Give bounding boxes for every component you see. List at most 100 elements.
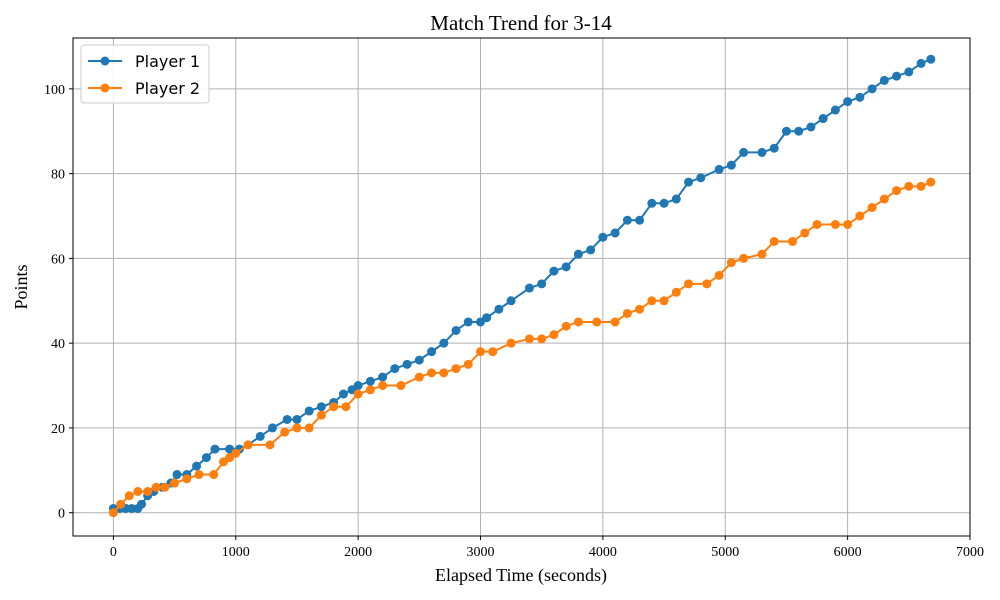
data-point xyxy=(879,75,889,85)
data-point xyxy=(365,376,375,386)
data-point xyxy=(255,431,265,441)
legend-item: Player 2 xyxy=(88,79,200,98)
data-point xyxy=(170,478,180,488)
data-point xyxy=(702,279,712,289)
data-point xyxy=(879,194,889,204)
data-point xyxy=(635,304,645,314)
x-tick-label: 6000 xyxy=(834,545,862,560)
data-point xyxy=(537,279,547,289)
series-2 xyxy=(108,177,936,518)
data-point xyxy=(916,58,926,68)
legend-label: Player 2 xyxy=(135,79,200,98)
x-tick-label: 1000 xyxy=(222,545,250,560)
data-point xyxy=(867,84,877,94)
data-point xyxy=(210,444,220,454)
data-point xyxy=(622,308,632,318)
x-tick-label: 7000 xyxy=(956,545,984,560)
data-point xyxy=(592,317,602,327)
x-tick-label: 2000 xyxy=(344,545,372,560)
data-point xyxy=(414,355,424,365)
data-point xyxy=(338,389,348,399)
data-point xyxy=(143,486,153,496)
data-point xyxy=(209,470,219,480)
data-point xyxy=(524,283,534,293)
chart-title: Match Trend for 3-14 xyxy=(430,11,612,35)
y-tick-label: 80 xyxy=(51,168,65,183)
data-point xyxy=(573,249,583,259)
y-tick-label: 60 xyxy=(51,252,65,267)
data-point xyxy=(282,414,292,424)
data-point xyxy=(714,270,724,280)
legend-item: Player 1 xyxy=(88,52,200,71)
data-point xyxy=(494,304,504,314)
data-point xyxy=(488,347,498,357)
data-point xyxy=(573,317,583,327)
data-point xyxy=(671,287,681,297)
legend-swatch-marker xyxy=(100,56,110,66)
data-point xyxy=(108,508,118,518)
data-point xyxy=(365,385,375,395)
data-point xyxy=(329,402,339,412)
data-point xyxy=(537,334,547,344)
data-point xyxy=(622,215,632,225)
data-point xyxy=(133,486,143,496)
data-point xyxy=(800,228,810,238)
x-tick-label: 4000 xyxy=(589,545,617,560)
data-point xyxy=(726,160,736,170)
data-point xyxy=(855,211,865,221)
data-point xyxy=(151,482,161,492)
data-point xyxy=(684,177,694,187)
data-point xyxy=(781,126,791,136)
data-point xyxy=(610,228,620,238)
data-point xyxy=(476,347,486,357)
data-point xyxy=(806,122,816,132)
x-tick-label: 3000 xyxy=(467,545,495,560)
data-point xyxy=(610,317,620,327)
data-point xyxy=(769,143,779,153)
data-point xyxy=(659,198,669,208)
data-point xyxy=(304,423,314,433)
data-point xyxy=(402,359,412,369)
series-layer xyxy=(108,54,936,518)
data-point xyxy=(598,232,608,242)
data-point xyxy=(769,236,779,246)
data-point xyxy=(124,491,134,501)
data-point xyxy=(201,453,211,463)
data-point xyxy=(843,219,853,229)
data-point xyxy=(160,482,170,492)
data-point xyxy=(926,177,936,187)
data-point xyxy=(855,92,865,102)
data-point xyxy=(451,325,461,335)
data-point xyxy=(830,105,840,115)
data-point xyxy=(463,317,473,327)
data-point xyxy=(506,338,516,348)
data-point xyxy=(304,406,314,416)
data-point xyxy=(714,164,724,174)
data-point xyxy=(378,372,388,382)
data-point xyxy=(439,338,449,348)
data-point xyxy=(396,381,406,391)
data-point xyxy=(684,279,694,289)
data-point xyxy=(739,253,749,263)
data-point xyxy=(451,364,461,374)
y-tick-label: 0 xyxy=(58,507,65,522)
data-point xyxy=(427,368,437,378)
data-point xyxy=(818,114,828,124)
data-point xyxy=(116,499,126,509)
data-point xyxy=(757,249,767,259)
data-point xyxy=(316,410,326,420)
data-point xyxy=(843,97,853,107)
data-point xyxy=(378,381,388,391)
y-axis: 0 20 40 60 80 100 xyxy=(44,83,73,522)
data-point xyxy=(549,266,559,276)
data-point xyxy=(659,296,669,306)
data-point xyxy=(926,54,936,64)
data-point xyxy=(341,402,351,412)
data-point xyxy=(482,313,492,323)
data-point xyxy=(586,245,596,255)
x-axis-label: Elapsed Time (seconds) xyxy=(435,565,607,586)
x-tick-label: 0 xyxy=(110,545,117,560)
data-point xyxy=(867,203,877,213)
data-point xyxy=(427,347,437,357)
